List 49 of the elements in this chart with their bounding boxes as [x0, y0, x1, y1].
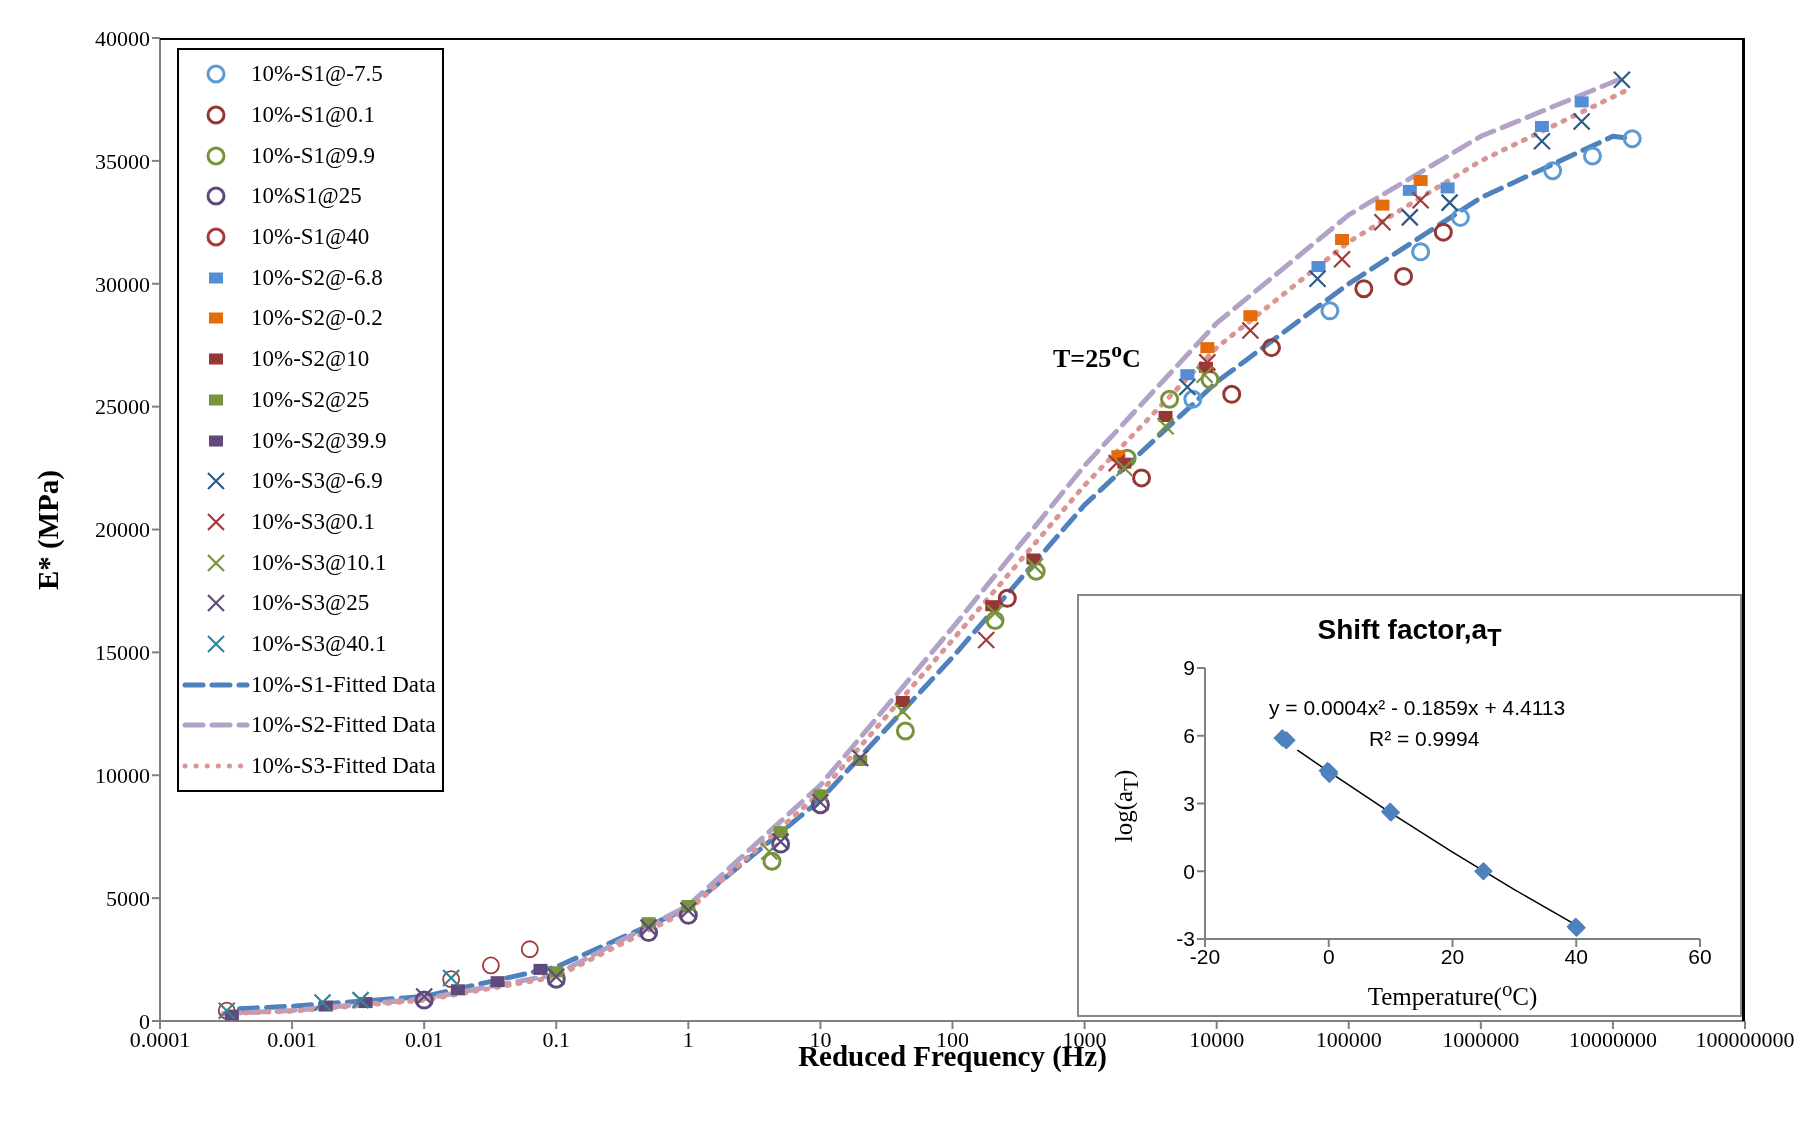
x-tick-label: 0.001 — [267, 1026, 317, 1052]
legend-label: 10%S1@25 — [251, 183, 362, 210]
x-tick-label: 1 — [682, 1026, 694, 1052]
x-tick-label: 0.1 — [542, 1026, 570, 1052]
legend-label: 10%-S1@40 — [251, 224, 370, 251]
legend-label: 10%-S2@25 — [251, 386, 370, 413]
legend-label: 10%-S1@9.9 — [251, 142, 376, 169]
y-tick-label: 6 — [1183, 724, 1195, 748]
x-tick-label: 10000000 — [1568, 1026, 1657, 1052]
y-tick-label: 10000 — [95, 763, 150, 789]
legend-label: 10%-S2@10 — [251, 346, 370, 373]
x-axis-title: Temperature($^{o}$C) — [1366, 976, 1539, 1011]
legend-label: 10%-S3@0.1 — [251, 508, 376, 535]
legend-label: 10%-S1-Fitted Data — [251, 671, 436, 698]
x-tick-label: 100000000 — [1695, 1026, 1795, 1052]
chart-title: Shift factor,a$_{T}$ — [1316, 614, 1503, 652]
legend-label: 10%-S3@-6.9 — [251, 468, 383, 495]
legend-label: 10%-S3-Fitted Data — [251, 753, 436, 780]
y-axis-title: E* (MPa) — [31, 469, 65, 590]
legend-label: 10%-S1@0.1 — [251, 102, 376, 129]
y-tick-label: 35000 — [95, 148, 150, 174]
legend-label: 10%-S3@40.1 — [251, 630, 387, 657]
y-tick-label: 20000 — [95, 517, 150, 543]
y-tick-label: 0 — [1183, 859, 1195, 883]
x-tick-label: 100000 — [1315, 1026, 1382, 1052]
y-tick-label: 3 — [1183, 791, 1195, 815]
legend-label: 10%-S3@10.1 — [251, 549, 387, 576]
x-tick-label: 60 — [1688, 944, 1712, 968]
annotation: T=25$^{o}$C — [1053, 338, 1141, 374]
legend-label: 10%-S2@-6.8 — [251, 264, 383, 291]
legend-label: 10%-S1@-7.5 — [251, 61, 383, 88]
legend-label: 10%-S2@-0.2 — [251, 305, 383, 332]
x-tick-label: 20 — [1440, 944, 1465, 968]
y-tick-label: 40000 — [95, 25, 150, 51]
legend-label: 10%-S2@39.9 — [251, 427, 387, 454]
y-tick-label: 30000 — [95, 271, 150, 297]
annotation: y = 0.0004x² - 0.1859x + 4.4113 — [1269, 696, 1566, 720]
y-tick-label: -3 — [1176, 927, 1195, 951]
y-tick-label: 15000 — [95, 640, 150, 666]
x-tick-label: 0.01 — [404, 1026, 444, 1052]
legend-label: 10%-S2-Fitted Data — [251, 712, 436, 739]
y-tick-label: 5000 — [106, 885, 150, 911]
x-tick-label: 0 — [1322, 944, 1335, 968]
x-tick-label: 40 — [1564, 944, 1588, 968]
annotation: R² = 0.9994 — [1369, 727, 1480, 751]
legend-label: 10%-S3@25 — [251, 590, 370, 617]
y-tick-label: 25000 — [95, 394, 150, 420]
y-tick-label: 9 — [1183, 656, 1195, 680]
x-tick-label: 1000000 — [1442, 1026, 1520, 1052]
